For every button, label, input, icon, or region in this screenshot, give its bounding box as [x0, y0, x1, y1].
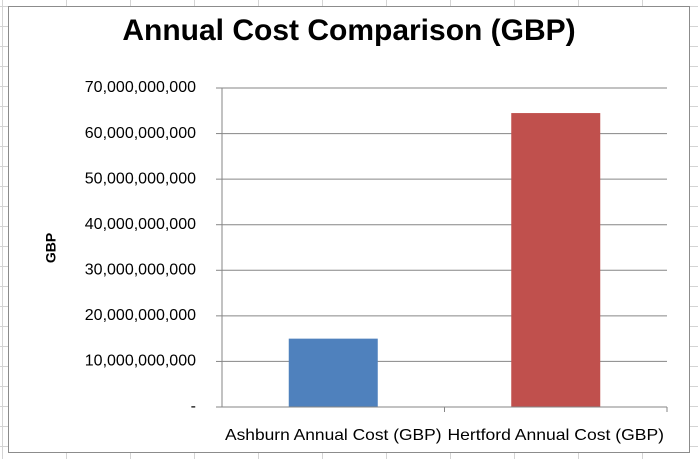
y-tick-label: 40,000,000,000 — [85, 216, 196, 233]
bar — [288, 338, 378, 407]
y-tick-label: 20,000,000,000 — [85, 307, 196, 324]
bars — [288, 113, 601, 408]
y-tick-label: - — [191, 398, 196, 415]
y-tick-label: 30,000,000,000 — [85, 262, 196, 279]
category-labels: Ashburn Annual Cost (GBP) Hertford Annual… — [225, 427, 664, 444]
x-category-label: Hertford Annual Cost (GBP) — [448, 427, 665, 444]
y-tick-label: 50,000,000,000 — [85, 170, 196, 187]
bar — [511, 113, 601, 408]
y-axis-label: GBP — [43, 233, 59, 263]
x-category-label: Ashburn Annual Cost (GBP) — [225, 427, 442, 444]
y-tick-labels: - 10,000,000,000 20,000,000,000 30,000,000,… — [85, 79, 196, 415]
axes — [221, 88, 668, 412]
y-tick-label: 10,000,000,000 — [85, 353, 196, 370]
y-tick-label: 60,000,000,000 — [85, 125, 196, 142]
y-tick-label: 70,000,000,000 — [85, 79, 196, 96]
chart-title: Annual Cost Comparison (GBP) — [122, 14, 576, 47]
